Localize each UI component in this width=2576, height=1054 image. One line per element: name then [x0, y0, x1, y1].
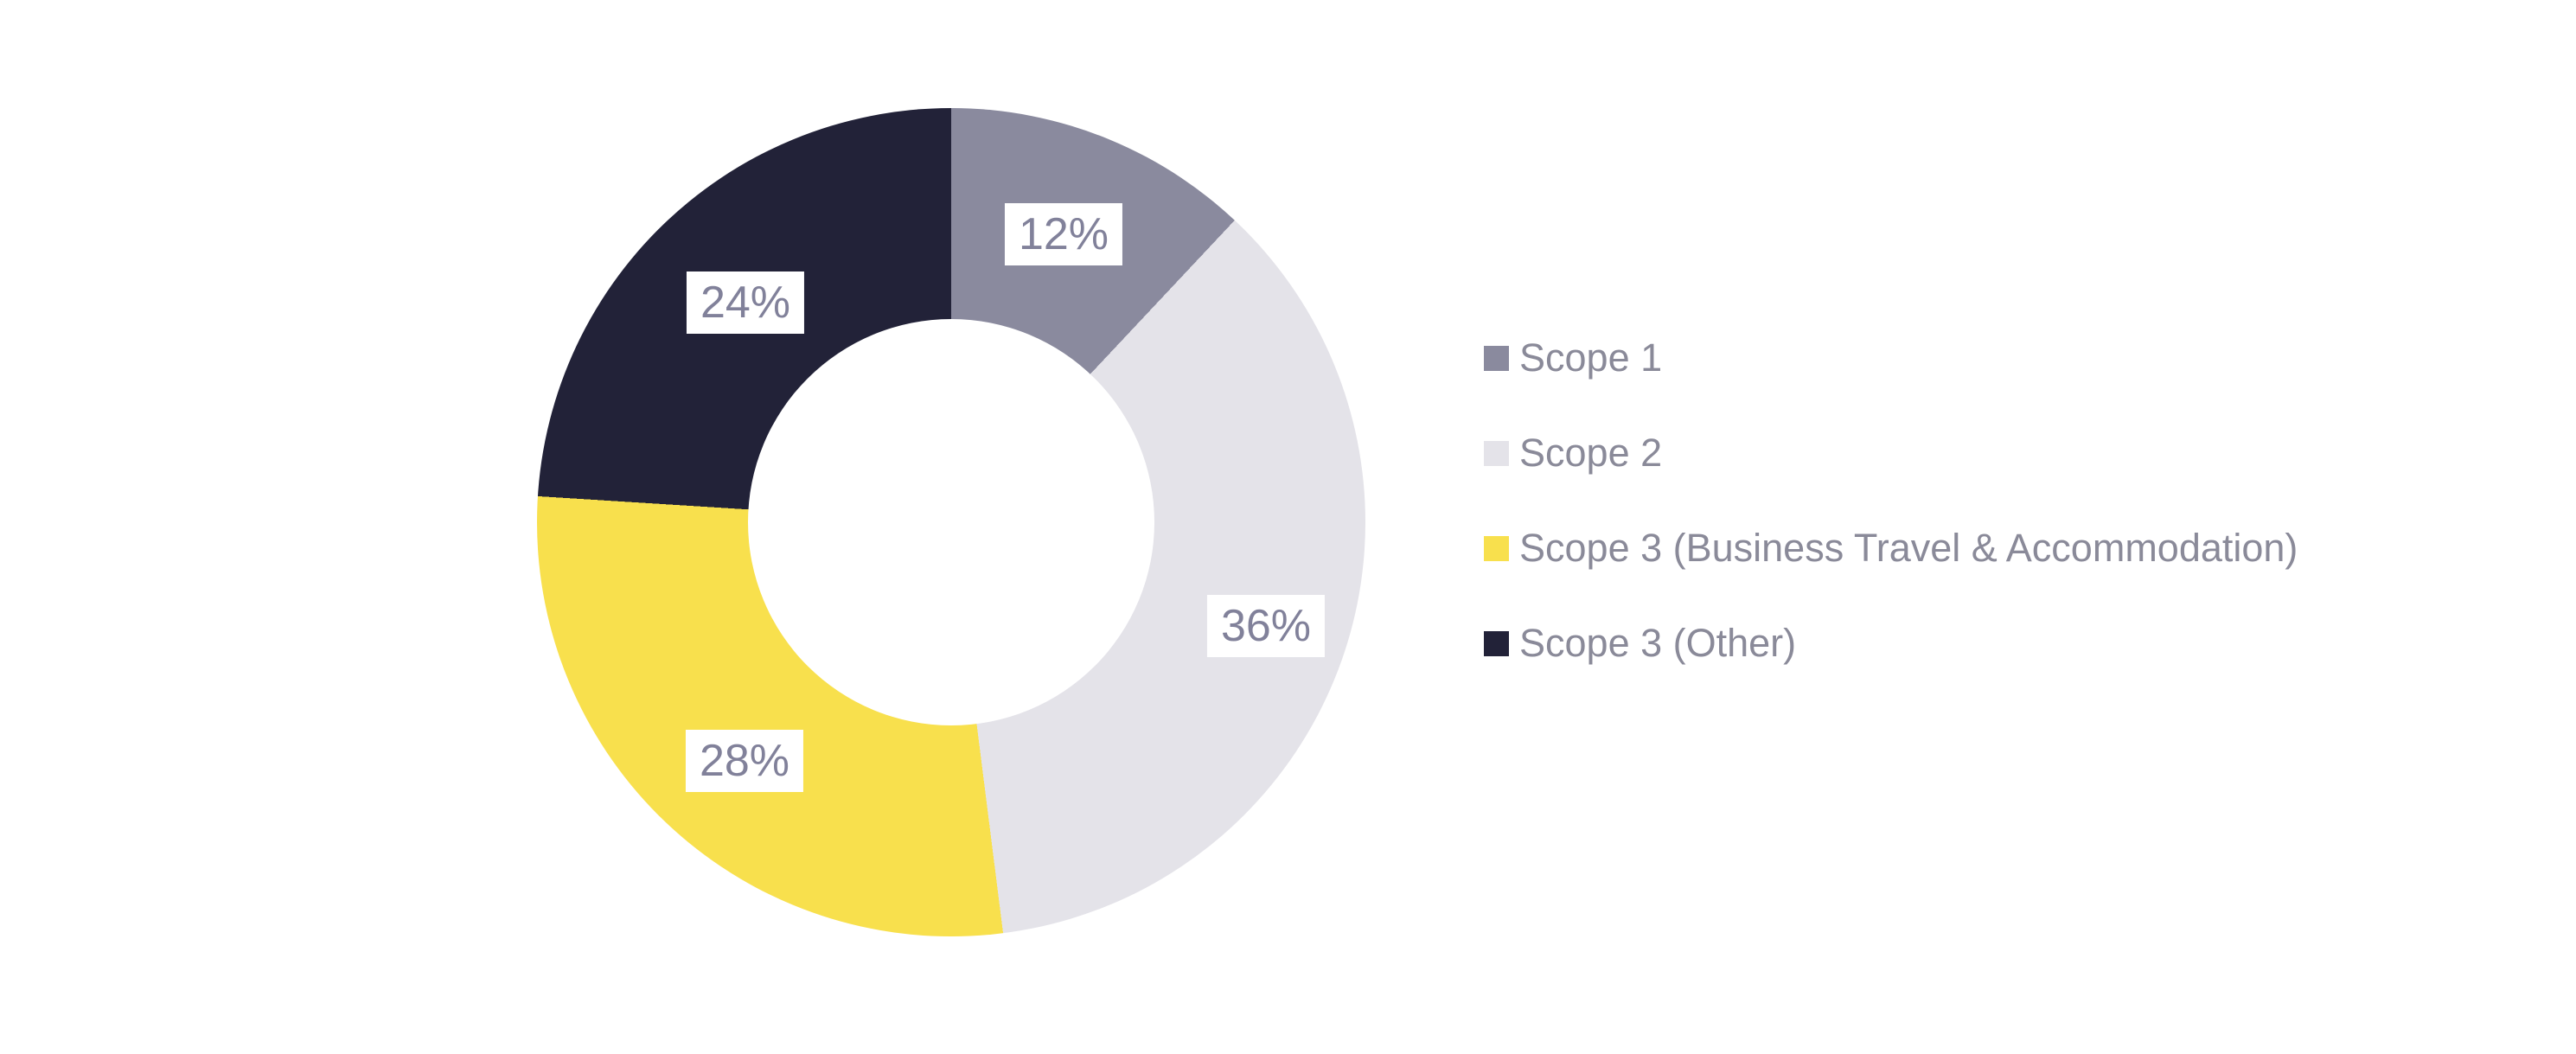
donut-hole — [748, 319, 1154, 725]
legend-label-scope2: Scope 2 — [1519, 431, 1663, 475]
legend-label-scope1: Scope 1 — [1519, 335, 1663, 380]
legend-item-scope2: Scope 2 — [1484, 406, 2298, 501]
legend-label-scope3-travel: Scope 3 (Business Travel & Accommodation… — [1519, 526, 2298, 570]
slice-label-scope3-travel: 28% — [685, 730, 804, 792]
legend-marker-scope1 — [1484, 345, 1509, 371]
legend-label-scope3-other: Scope 3 (Other) — [1519, 621, 1797, 665]
legend-item-scope3-travel: Scope 3 (Business Travel & Accommodation… — [1484, 501, 2298, 596]
slice-label-scope3-other: 24% — [686, 271, 805, 334]
slice-label-scope1: 12% — [1004, 203, 1123, 265]
legend-marker-scope3-other — [1484, 630, 1509, 656]
legend-item-scope3-other: Scope 3 (Other) — [1484, 596, 2298, 691]
legend-item-scope1: Scope 1 — [1484, 310, 2298, 406]
legend: Scope 1 Scope 2 Scope 3 (Business Travel… — [1484, 310, 2298, 691]
legend-marker-scope2 — [1484, 440, 1509, 466]
legend-marker-scope3-travel — [1484, 535, 1509, 561]
slice-label-scope2: 36% — [1206, 595, 1326, 657]
